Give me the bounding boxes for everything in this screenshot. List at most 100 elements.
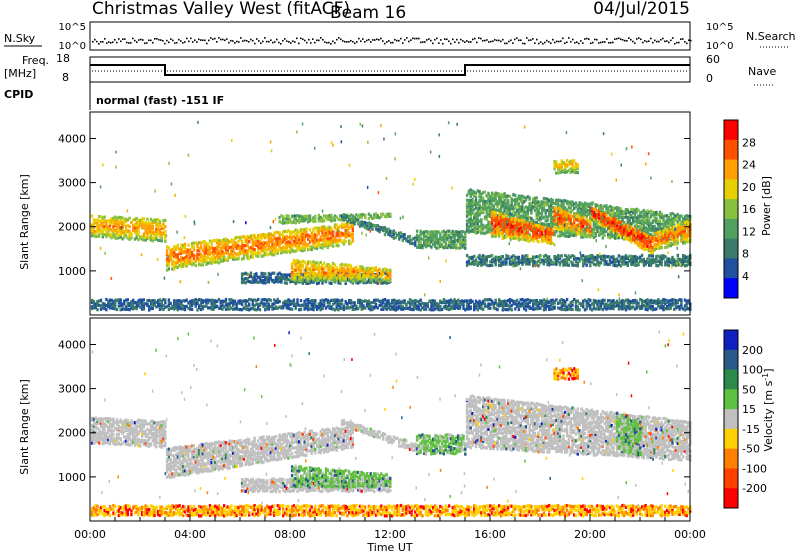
echo-cell	[298, 265, 301, 269]
echo-cell	[94, 234, 97, 239]
echo-cell	[635, 207, 638, 211]
echo-cell	[335, 241, 338, 245]
echo-cell	[215, 241, 219, 245]
echo-cell	[378, 267, 381, 271]
echo-cell	[674, 263, 678, 267]
echo-cell	[307, 214, 310, 218]
echo-cell	[151, 225, 154, 229]
echo-cell	[482, 209, 485, 213]
echo-cell	[489, 209, 492, 213]
echo-cell	[628, 238, 631, 242]
echo-cell	[258, 251, 262, 255]
echo-cell	[685, 220, 688, 224]
echo-cell	[174, 253, 178, 257]
freq-label-line1: Freq.	[22, 54, 49, 67]
echo-cell	[157, 304, 160, 308]
echo-cell	[365, 271, 369, 275]
echo-cell	[476, 219, 479, 223]
echo-cell	[512, 221, 515, 226]
echo-cell	[280, 280, 283, 284]
echo-cell	[289, 234, 292, 238]
echo-cell	[308, 214, 312, 218]
echo-cell	[473, 227, 476, 231]
echo-cell	[573, 206, 576, 210]
echo-cell	[480, 198, 483, 203]
sky-noise-point	[204, 39, 206, 42]
echo-cell	[528, 233, 531, 237]
echo-cell	[608, 225, 612, 230]
echo-cell	[573, 233, 576, 238]
echo-cell	[314, 261, 317, 265]
echo-cell	[585, 259, 588, 263]
echo-cell	[323, 237, 326, 241]
echo-cell	[535, 263, 538, 267]
echo-cell	[469, 219, 472, 223]
echo-cell	[583, 257, 587, 262]
echo-cell	[576, 212, 579, 216]
echo-cell	[326, 267, 329, 272]
echo-cell	[314, 246, 317, 250]
echo-cell	[112, 234, 115, 239]
echo-cell	[523, 234, 526, 239]
echo-cell	[607, 219, 610, 223]
echo-cell	[608, 258, 612, 262]
echo-cell	[198, 241, 201, 245]
echo-cell	[321, 231, 324, 235]
echo-cell	[594, 206, 597, 210]
echo-cell	[496, 214, 499, 218]
echo-cell	[330, 236, 333, 240]
echo-cell	[339, 214, 342, 218]
echo-cell	[190, 242, 194, 246]
echo-cell	[583, 234, 587, 238]
echo-cell	[662, 231, 665, 235]
echo-cell	[607, 255, 610, 259]
echo-cell	[383, 267, 387, 271]
echo-cell	[462, 238, 465, 242]
echo-cell	[164, 301, 167, 305]
echo-cell	[635, 257, 638, 261]
echo-cell	[342, 218, 346, 222]
echo-cell	[257, 275, 260, 279]
echo-cell	[180, 262, 183, 266]
sky-noise-point	[328, 41, 330, 44]
echo-cell	[630, 222, 633, 226]
echo-cell	[678, 229, 681, 233]
echo-cell	[573, 166, 576, 170]
echo-cell	[585, 219, 588, 223]
echo-cell	[312, 267, 315, 271]
sky-noise-point	[384, 42, 386, 45]
echo-cell	[383, 276, 387, 280]
echo-cell	[323, 214, 326, 218]
echo-cell	[507, 209, 510, 213]
echo-cell	[348, 263, 351, 267]
echo-cell	[340, 270, 344, 274]
echo-cell	[308, 234, 312, 239]
sky-noise-point	[622, 39, 624, 41]
echo-cell	[92, 234, 96, 238]
echo-cell	[157, 229, 160, 233]
sky-noise-point	[410, 39, 412, 41]
echo-cell	[249, 246, 253, 250]
echo-cell	[142, 217, 146, 221]
echo-cell	[115, 230, 119, 235]
echo-cell	[487, 209, 490, 213]
echo-cell	[523, 210, 526, 214]
echo-cell	[262, 274, 265, 278]
echo-cell	[137, 231, 140, 235]
echo-cell	[276, 280, 279, 284]
echo-cell	[589, 254, 592, 258]
echo-cell	[680, 235, 683, 239]
echo-cell	[121, 231, 124, 235]
echo-cell	[189, 256, 192, 260]
echo-cell	[378, 225, 381, 229]
echo-cell	[415, 245, 419, 249]
echo-cell	[640, 260, 644, 264]
echo-cell	[642, 263, 646, 267]
sky-noise-point	[144, 42, 146, 45]
echo-cell	[305, 245, 308, 249]
echo-cell	[589, 214, 592, 218]
echo-cell	[417, 238, 421, 242]
echo-cell	[205, 243, 208, 248]
echo-cell	[299, 228, 303, 232]
echo-cell	[633, 238, 637, 242]
